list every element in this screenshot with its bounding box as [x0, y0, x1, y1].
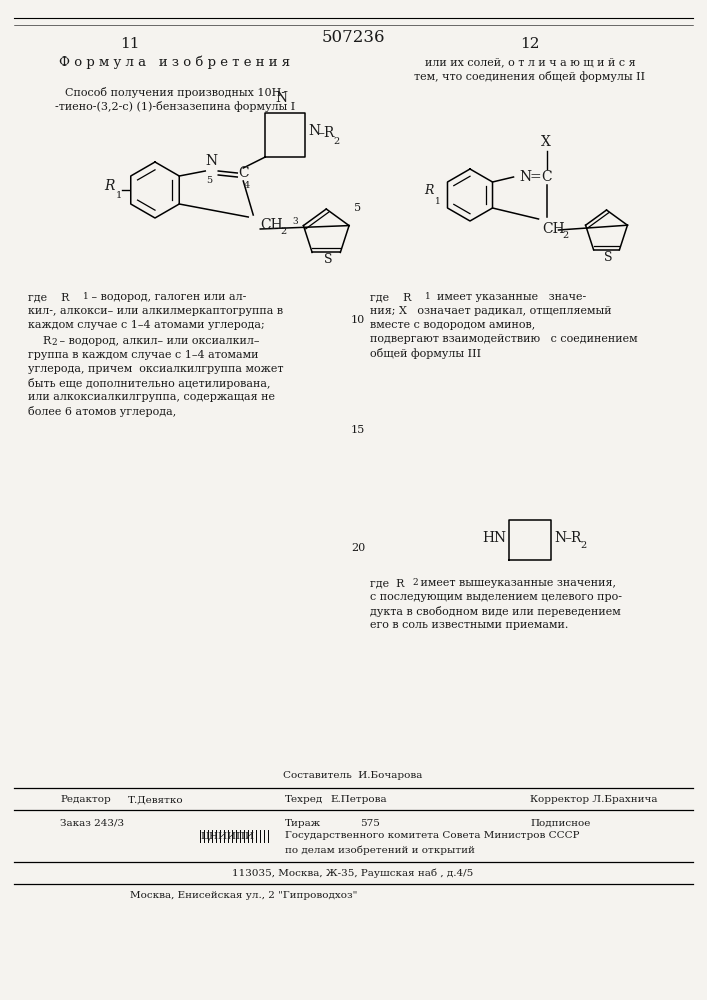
Text: 11: 11 [120, 37, 140, 51]
Text: R: R [42, 336, 50, 346]
Text: C: C [238, 166, 249, 180]
Text: Е.Петрова: Е.Петрова [330, 796, 387, 804]
Text: 1: 1 [425, 292, 431, 301]
Text: –R: –R [564, 531, 581, 545]
Text: где    R: где R [370, 292, 411, 302]
Text: HN: HN [482, 531, 506, 545]
Text: Т.Девятко: Т.Девятко [128, 796, 184, 804]
Text: с последующим выделением целевого про-: с последующим выделением целевого про- [370, 592, 622, 602]
Text: 2: 2 [280, 227, 286, 235]
Text: Тираж: Тираж [285, 818, 321, 828]
Text: ния; X   означает радикал, отщепляемый: ния; X означает радикал, отщепляемый [370, 306, 612, 316]
Text: 2: 2 [412, 578, 418, 587]
Text: 1: 1 [116, 192, 122, 200]
Text: 2: 2 [580, 540, 586, 550]
Text: 575: 575 [360, 818, 380, 828]
Text: Заказ 243/3: Заказ 243/3 [60, 818, 124, 828]
Text: 507236: 507236 [321, 29, 385, 46]
Text: ЦНИИПИ: ЦНИИПИ [200, 832, 254, 840]
Text: общей формулы III: общей формулы III [370, 348, 481, 359]
Text: R: R [425, 184, 434, 198]
Text: 1: 1 [436, 196, 441, 206]
Text: более 6 атомов углерода,: более 6 атомов углерода, [28, 406, 176, 417]
Text: 2: 2 [563, 231, 568, 239]
Text: Подписное: Подписное [530, 818, 590, 828]
Text: 2: 2 [51, 338, 57, 347]
Text: имеет указанные   значе-: имеет указанные значе- [430, 292, 586, 302]
Text: Москва, Енисейская ул., 2 "Гипроводхоз": Москва, Енисейская ул., 2 "Гипроводхоз" [130, 892, 357, 900]
Text: CH: CH [542, 222, 565, 236]
Text: S: S [324, 253, 332, 266]
Text: каждом случае с 1–4 атомами углерода;: каждом случае с 1–4 атомами углерода; [28, 320, 264, 330]
Text: быть еще дополнительно ацетилирована,: быть еще дополнительно ацетилирована, [28, 378, 271, 389]
Text: N: N [520, 170, 532, 184]
Text: имеет вышеуказанные значения,: имеет вышеуказанные значения, [417, 578, 616, 588]
Text: 1: 1 [83, 292, 89, 301]
Text: дукта в свободном виде или переведением: дукта в свободном виде или переведением [370, 606, 621, 617]
Text: его в соль известными приемами.: его в соль известными приемами. [370, 620, 568, 630]
Text: Ф о р м у л а   и з о б р е т е н и я: Ф о р м у л а и з о б р е т е н и я [59, 55, 291, 69]
Text: 10: 10 [351, 315, 365, 325]
Text: или алкоксиалкилгруппа, содержащая не: или алкоксиалкилгруппа, содержащая не [28, 392, 275, 402]
Text: N: N [205, 154, 217, 168]
Text: X: X [541, 135, 551, 149]
Text: CH: CH [260, 218, 283, 232]
Text: тем, что соединения общей формулы II: тем, что соединения общей формулы II [414, 70, 645, 82]
Text: 15: 15 [351, 425, 365, 435]
Text: N: N [308, 124, 320, 138]
Text: –R: –R [317, 126, 334, 140]
Text: или их солей, о т л и ч а ю щ и й с я: или их солей, о т л и ч а ю щ и й с я [425, 57, 636, 67]
Text: N: N [554, 531, 566, 545]
Text: C: C [542, 170, 552, 184]
Text: N: N [275, 91, 287, 105]
Text: -тиено-(3,2-с) (1)-бензазепина формулы I: -тиено-(3,2-с) (1)-бензазепина формулы I [55, 101, 295, 111]
Text: 4: 4 [244, 181, 250, 190]
Text: группа в каждом случае с 1–4 атомами: группа в каждом случае с 1–4 атомами [28, 350, 259, 360]
Text: Способ получения производных 10Н-: Способ получения производных 10Н- [65, 87, 285, 98]
Text: =: = [530, 170, 541, 184]
Text: 2: 2 [333, 136, 339, 145]
Text: по делам изобретений и открытий: по делам изобретений и открытий [285, 845, 475, 855]
Text: где    R: где R [28, 292, 69, 302]
Text: Корректор Л.Брахнича: Корректор Л.Брахнича [530, 796, 658, 804]
Text: 5: 5 [206, 176, 212, 185]
Text: 3: 3 [293, 217, 298, 226]
Text: S: S [604, 251, 613, 264]
Text: 5: 5 [354, 203, 361, 213]
Text: – водород, галоген или ал-: – водород, галоген или ал- [88, 292, 246, 302]
Text: R: R [105, 179, 115, 193]
Text: подвергают взаимодействию   с соединением: подвергают взаимодействию с соединением [370, 334, 638, 344]
Text: 12: 12 [520, 37, 539, 51]
Text: вместе с водородом аминов,: вместе с водородом аминов, [370, 320, 535, 330]
Text: 20: 20 [351, 543, 365, 553]
Text: Государственного комитета Совета Министров СССР: Государственного комитета Совета Министр… [285, 832, 580, 840]
Text: кил-, алкокси– или алкилмеркаптогруппа в: кил-, алкокси– или алкилмеркаптогруппа в [28, 306, 283, 316]
Text: 113035, Москва, Ж-35, Раушская наб , д.4/5: 113035, Москва, Ж-35, Раушская наб , д.4… [233, 868, 474, 878]
Text: где  R: где R [370, 578, 404, 588]
Text: Редактор: Редактор [60, 796, 111, 804]
Text: Техред: Техред [285, 796, 323, 804]
Text: углерода, причем  оксиалкилгруппа может: углерода, причем оксиалкилгруппа может [28, 364, 284, 374]
Text: – водород, алкил– или оксиалкил–: – водород, алкил– или оксиалкил– [56, 336, 259, 346]
Text: Составитель  И.Бочарова: Составитель И.Бочарова [284, 772, 423, 780]
